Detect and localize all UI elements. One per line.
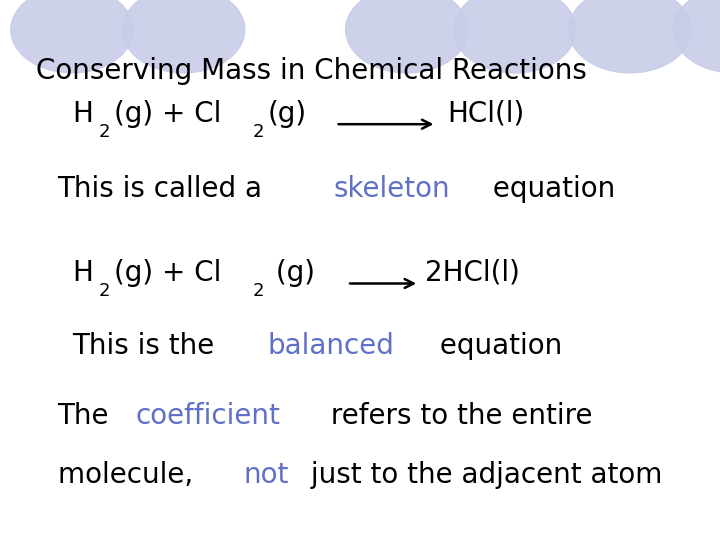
Text: 2: 2 (252, 282, 264, 300)
Text: skeleton: skeleton (333, 175, 450, 203)
Text: just to the adjacent atom: just to the adjacent atom (302, 461, 662, 489)
Text: The: The (58, 402, 118, 430)
Text: Conserving Mass in Chemical Reactions: Conserving Mass in Chemical Reactions (36, 57, 587, 85)
Text: 2: 2 (99, 282, 110, 300)
Text: 2: 2 (99, 123, 110, 140)
Text: coefficient: coefficient (135, 402, 280, 430)
Text: not: not (243, 461, 289, 489)
Text: molecule,: molecule, (58, 461, 202, 489)
Text: balanced: balanced (267, 332, 394, 360)
Text: This is the: This is the (72, 332, 223, 360)
Text: H: H (72, 259, 93, 287)
Text: (g) + Cl: (g) + Cl (114, 259, 221, 287)
Ellipse shape (569, 0, 691, 73)
Ellipse shape (346, 0, 468, 73)
Ellipse shape (673, 0, 720, 73)
Text: This is called a: This is called a (58, 175, 271, 203)
Text: H: H (72, 99, 93, 127)
Text: (g) + Cl: (g) + Cl (114, 99, 221, 127)
Text: refers to the entire: refers to the entire (323, 402, 593, 430)
Ellipse shape (11, 0, 133, 73)
Text: 2HCl(l): 2HCl(l) (425, 259, 520, 287)
Text: (g): (g) (267, 99, 306, 127)
Ellipse shape (454, 0, 576, 73)
Text: equation: equation (484, 175, 616, 203)
Ellipse shape (122, 0, 245, 73)
Text: equation: equation (431, 332, 562, 360)
Text: (g): (g) (267, 259, 315, 287)
Text: 2: 2 (252, 123, 264, 140)
Text: HCl(l): HCl(l) (447, 99, 524, 127)
